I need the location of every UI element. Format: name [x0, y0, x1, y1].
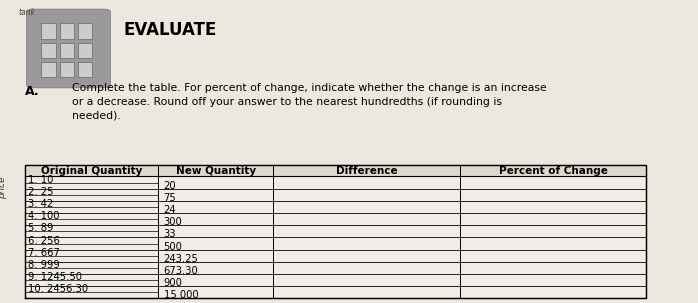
Bar [24, 165, 646, 176]
Text: 6. 256: 6. 256 [28, 235, 60, 245]
Text: New Quantity: New Quantity [176, 166, 256, 176]
Text: 1. 10: 1. 10 [28, 175, 53, 185]
Bar [59, 42, 74, 58]
Text: 10. 2456.30: 10. 2456.30 [28, 284, 88, 294]
Text: 33: 33 [163, 229, 176, 239]
Text: 300: 300 [163, 217, 182, 227]
Text: 9. 1245.50: 9. 1245.50 [28, 272, 82, 282]
Bar [41, 62, 56, 77]
Bar [41, 42, 56, 58]
Bar [24, 165, 646, 298]
Bar [59, 23, 74, 39]
Text: 900: 900 [163, 278, 182, 288]
Text: Percent of Change: Percent of Change [499, 166, 607, 176]
Text: 20: 20 [163, 181, 176, 191]
Text: 8. 999: 8. 999 [28, 260, 59, 270]
Text: 500: 500 [163, 241, 182, 251]
Text: tank: tank [18, 8, 35, 17]
Text: A.: A. [24, 85, 39, 98]
Text: 3. 42: 3. 42 [28, 199, 53, 209]
Text: 243.25: 243.25 [163, 254, 198, 264]
Text: 24: 24 [163, 205, 176, 215]
Text: 15 000: 15 000 [163, 290, 198, 300]
Text: Original Quantity: Original Quantity [40, 166, 142, 176]
Bar [77, 62, 92, 77]
Text: Complete the table. For percent of change, indicate whether the change is an inc: Complete the table. For percent of chang… [72, 83, 547, 121]
Text: 673.30: 673.30 [163, 266, 198, 276]
Bar [77, 23, 92, 39]
Text: Difference: Difference [336, 166, 397, 176]
Text: 2. 25: 2. 25 [28, 187, 54, 197]
Bar [41, 23, 56, 39]
FancyBboxPatch shape [27, 9, 110, 88]
Bar [59, 62, 74, 77]
Text: price: price [0, 177, 6, 199]
Text: 5. 89: 5. 89 [28, 223, 53, 233]
Text: 7. 667: 7. 667 [28, 248, 60, 258]
Text: EVALUATE: EVALUATE [124, 21, 217, 39]
Text: 75: 75 [163, 193, 177, 203]
Text: 4. 100: 4. 100 [28, 211, 59, 221]
Bar [77, 42, 92, 58]
